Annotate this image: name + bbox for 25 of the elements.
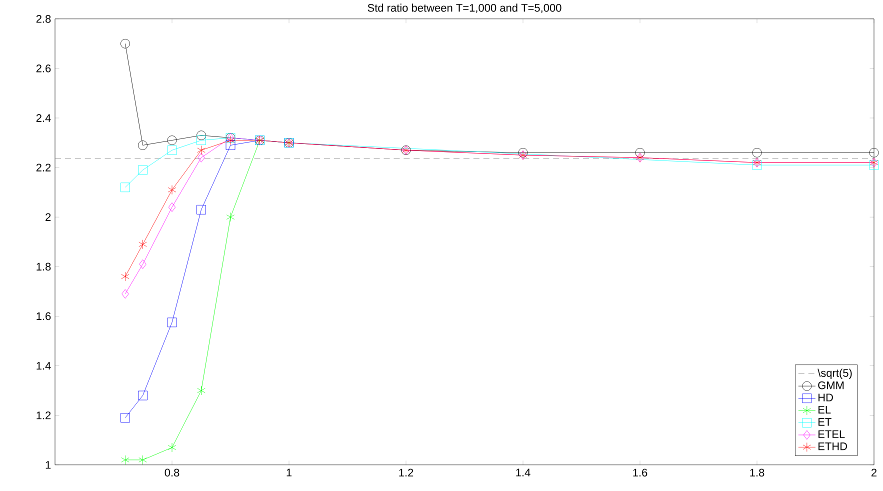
x-tick-label: 1.4 [516, 468, 530, 476]
y-tick-label: 1.4 [36, 362, 51, 370]
legend-label: HD [818, 394, 833, 402]
y-tick-label: 2.4 [36, 114, 51, 122]
x-tick-label: 1.2 [399, 468, 414, 476]
legend-label: ETHD [818, 442, 848, 450]
x-tick-label: 2 [871, 468, 876, 476]
y-tick-label: 1.2 [36, 412, 51, 420]
legend-label: ETEL [818, 430, 845, 438]
y-tick-label: 2 [46, 213, 51, 222]
y-tick-label: 1.8 [36, 262, 51, 271]
y-tick-label: 2.2 [36, 164, 51, 172]
x-tick-label: 0.8 [164, 468, 180, 477]
x-tick-label: 1 [286, 468, 292, 476]
legend-label: \sqrt(5) [818, 368, 852, 380]
y-tick-label: 1 [46, 461, 51, 469]
legend-label: GMM [818, 381, 844, 390]
chart-title: Std ratio between T=1,000 and T=5,000 [368, 4, 562, 14]
y-tick-label: 2.8 [36, 15, 51, 23]
x-tick-label: 1.8 [750, 468, 764, 477]
legend-label: ET [818, 418, 832, 426]
y-tick-label: 2.6 [36, 64, 51, 72]
y-tick-label: 1.6 [36, 312, 51, 320]
x-tick-label: 1.6 [633, 468, 648, 477]
legend-label: EL [818, 406, 831, 414]
